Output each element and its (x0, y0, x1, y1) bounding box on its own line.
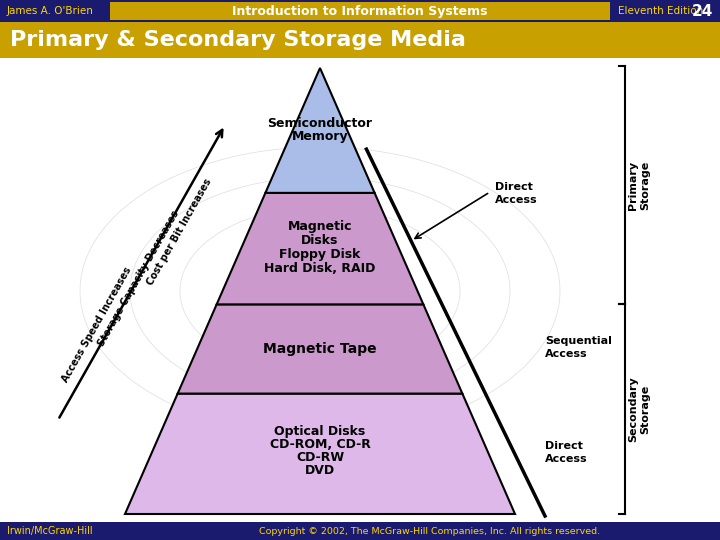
Text: Direct: Direct (495, 182, 533, 192)
Bar (0, 522, 720, 540)
Text: Introduction to Information Systems: Introduction to Information Systems (233, 4, 487, 17)
Text: CD-RW: CD-RW (296, 451, 344, 464)
Polygon shape (217, 193, 423, 305)
Text: Magnetic: Magnetic (288, 220, 352, 233)
Text: Sequential: Sequential (545, 336, 612, 346)
Text: Access: Access (545, 454, 588, 464)
Text: CD-ROM, CD-R: CD-ROM, CD-R (269, 438, 370, 451)
Polygon shape (125, 394, 515, 514)
Polygon shape (266, 68, 374, 193)
Text: DVD: DVD (305, 464, 335, 477)
Text: Secondary
Storage: Secondary Storage (628, 376, 649, 442)
Text: Cost per Bit Increases: Cost per Bit Increases (145, 177, 214, 287)
Text: Semiconductor: Semiconductor (268, 117, 372, 130)
Text: Direct: Direct (545, 441, 583, 451)
Text: Primary & Secondary Storage Media: Primary & Secondary Storage Media (10, 30, 466, 50)
Text: Magnetic Tape: Magnetic Tape (264, 342, 377, 356)
Text: James A. O'Brien: James A. O'Brien (7, 6, 94, 16)
Text: Disks: Disks (301, 234, 338, 247)
Text: Copyright © 2002, The McGraw-Hill Companies, Inc. All rights reserved.: Copyright © 2002, The McGraw-Hill Compan… (259, 526, 600, 536)
Text: Storage Capacity Decreases: Storage Capacity Decreases (96, 209, 181, 348)
Text: Memory: Memory (292, 130, 348, 143)
Bar (0, 0, 720, 22)
Bar (110, 2, 610, 20)
Text: Hard Disk, RAID: Hard Disk, RAID (264, 262, 376, 275)
Text: Access: Access (545, 349, 588, 359)
Text: Primary
Storage: Primary Storage (628, 160, 649, 210)
Text: Access Speed Increases: Access Speed Increases (60, 266, 133, 384)
Text: 24: 24 (692, 3, 713, 18)
Bar (0, 22, 720, 58)
Text: Floppy Disk: Floppy Disk (279, 248, 361, 261)
Text: Access: Access (495, 195, 538, 205)
Text: Optical Disks: Optical Disks (274, 426, 366, 438)
Text: Irwin/McGraw-Hill: Irwin/McGraw-Hill (7, 526, 93, 536)
Polygon shape (178, 305, 462, 394)
Text: Eleventh Edition: Eleventh Edition (618, 6, 703, 16)
